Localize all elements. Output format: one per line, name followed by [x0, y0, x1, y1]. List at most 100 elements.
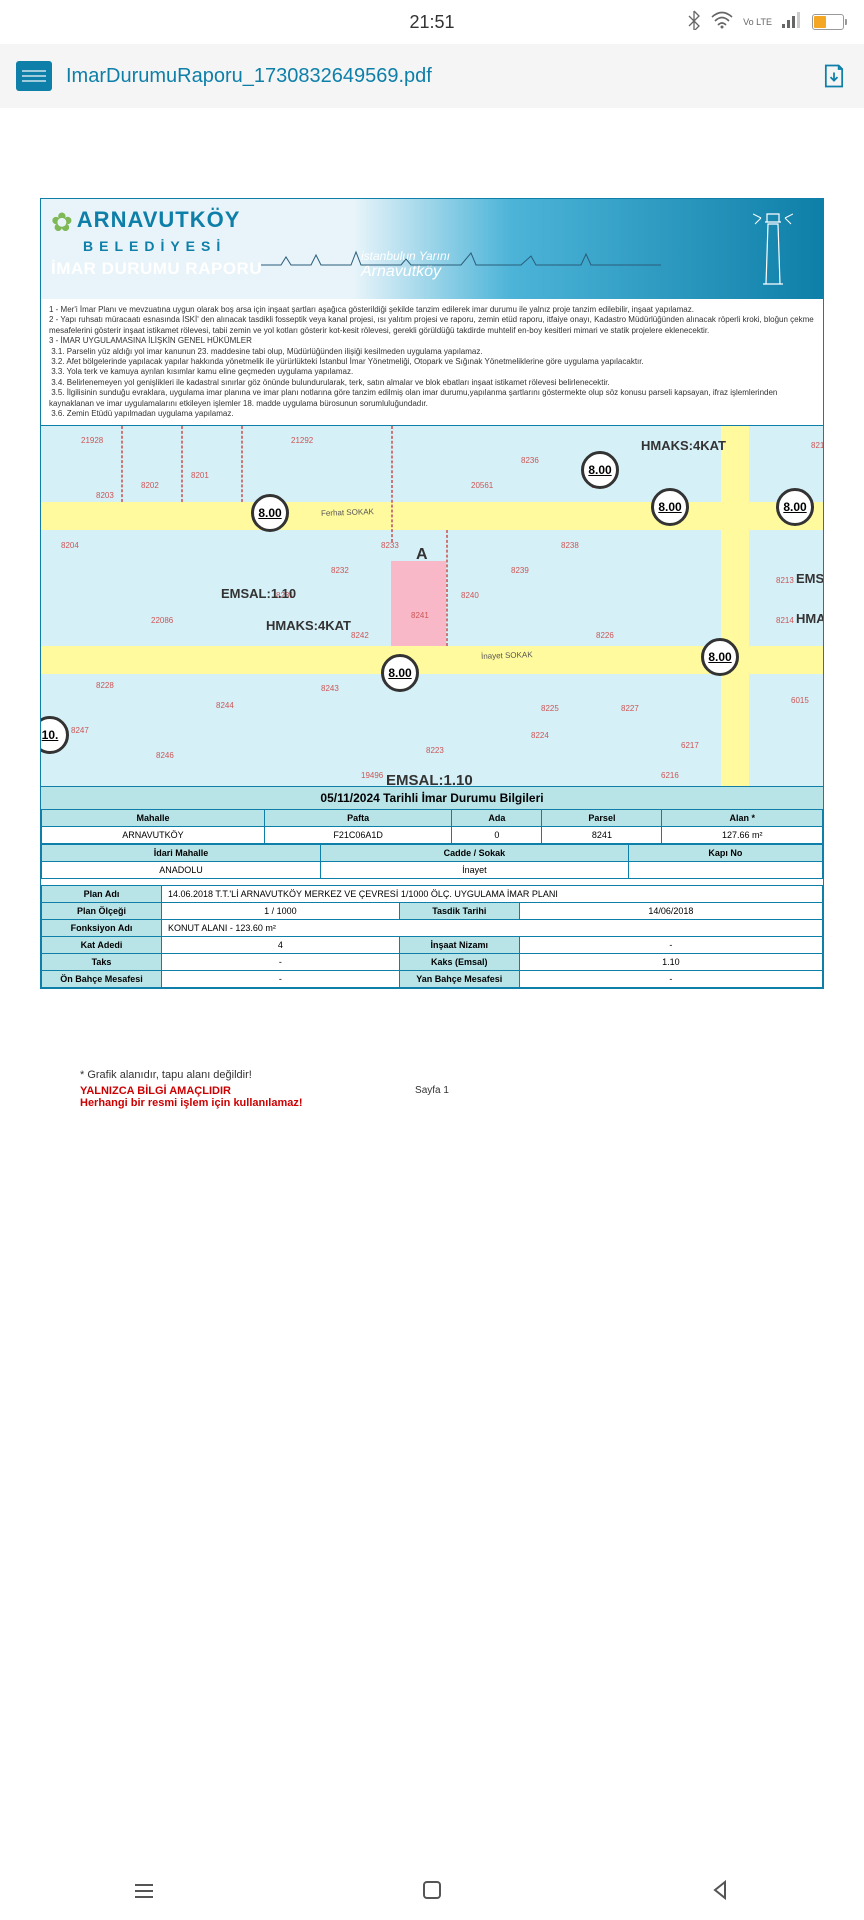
signal-icon — [782, 12, 802, 33]
parcel-label: 8223 — [426, 746, 444, 755]
td: - — [162, 971, 400, 988]
parcel-label: 8214 — [776, 616, 794, 625]
logo-sub: BELEDİYESİ — [83, 238, 240, 254]
road-vertical — [721, 426, 749, 786]
info-table-2: İdari Mahalle Cadde / Sokak Kapı No ANAD… — [41, 844, 823, 879]
map-label: EMSA — [796, 571, 823, 586]
parcel-label: 8210 — [811, 441, 823, 450]
td: KONUT ALANI - 123.60 m² — [162, 920, 823, 937]
parcel-label: 19496 — [361, 771, 383, 780]
map-block — [749, 530, 823, 646]
parcel-label: 8204 — [61, 541, 79, 550]
th: Ada — [452, 810, 542, 827]
th: Cadde / Sokak — [320, 845, 628, 862]
td-label: Taks — [42, 954, 162, 971]
td: 4 — [162, 937, 400, 954]
report-title: İMAR DURUMU RAPORU — [51, 259, 262, 279]
td: İnayet — [320, 862, 628, 879]
parcel-line — [121, 426, 123, 502]
td-label: Yan Bahçe Mesafesi — [399, 971, 519, 988]
th: Alan * — [662, 810, 823, 827]
back-button[interactable] — [705, 1875, 735, 1905]
map-label: HMAKS:4KAT — [641, 438, 726, 453]
parcel-line — [181, 426, 183, 502]
file-header: ImarDurumuRaporu_1730832649569.pdf — [0, 44, 864, 108]
file-title: ImarDurumuRaporu_1730832649569.pdf — [66, 63, 806, 89]
footer: * Grafik alanıdır, tapu alanı değildir! … — [40, 1069, 824, 1096]
map-block — [749, 674, 823, 786]
parcel-label: 8244 — [216, 701, 234, 710]
map-block — [41, 674, 721, 786]
document-area: ✿ARNAVUTKÖY BELEDİYESİ İMAR DURUMU RAPOR… — [0, 108, 864, 1096]
parcel-label: 8228 — [96, 681, 114, 690]
parcel-label: 8213 — [776, 576, 794, 585]
skyline-graphic — [261, 247, 661, 267]
td: - — [519, 971, 822, 988]
parcel-label: 21292 — [291, 436, 313, 445]
td-label: İnşaat Nizamı — [399, 937, 519, 954]
municipality-logo: ✿ARNAVUTKÖY BELEDİYESİ — [51, 207, 240, 254]
footer-note: * Grafik alanıdır, tapu alanı değildir! — [80, 1069, 784, 1081]
parcel-line — [446, 530, 448, 646]
parcel-label: 8238 — [561, 541, 579, 550]
road-horizontal — [41, 502, 823, 530]
parcel-label: 8240 — [461, 591, 479, 600]
parcel-label: 8201 — [191, 471, 209, 480]
parcel-line — [391, 426, 393, 542]
parcel-label: 8247 — [71, 726, 89, 735]
parcel-label: 21928 — [81, 436, 103, 445]
android-nav-bar — [0, 1860, 864, 1920]
parcel-label: 6216 — [661, 771, 679, 780]
parcel-label: 8242 — [351, 631, 369, 640]
map-label: EMSAL:1.10 — [221, 586, 296, 601]
td: ANADOLU — [42, 862, 321, 879]
th: Kapı No — [628, 845, 822, 862]
document-page: ✿ARNAVUTKÖY BELEDİYESİ İMAR DURUMU RAPOR… — [40, 198, 824, 989]
td — [628, 862, 822, 879]
td: - — [162, 954, 400, 971]
status-right: Vo LTE — [569, 10, 844, 35]
parcel-label: 8239 — [511, 566, 529, 575]
home-button[interactable] — [417, 1875, 447, 1905]
td-label: Kaks (Emsal) — [399, 954, 519, 971]
th: Parsel — [542, 810, 662, 827]
td: ARNAVUTKÖY — [42, 827, 265, 844]
battery-icon — [812, 14, 844, 30]
info-table-3: Plan Adı14.06.2018 T.T.'Lİ ARNAVUTKÖY ME… — [41, 885, 823, 988]
map-label: EMSAL:1.10 — [386, 772, 473, 786]
highlighted-parcel — [391, 561, 446, 646]
lte-icon: Vo LTE — [743, 18, 772, 27]
parcel-label: 8225 — [541, 704, 559, 713]
lighthouse-graphic — [753, 204, 793, 294]
td-label: Kat Adedi — [42, 937, 162, 954]
parcel-label: 8246 — [156, 751, 174, 760]
th: İdari Mahalle — [42, 845, 321, 862]
parcel-label: 8241 — [411, 611, 429, 620]
parcel-label: 8233 — [381, 541, 399, 550]
table-title: 05/11/2024 Tarihli İmar Durumu Bilgileri — [41, 786, 823, 809]
download-icon[interactable] — [820, 62, 848, 90]
td: - — [519, 937, 822, 954]
parcel-label: 8227 — [621, 704, 639, 713]
status-time: 21:51 — [295, 12, 570, 33]
bluetooth-icon — [687, 10, 701, 35]
parcel-label: 6217 — [681, 741, 699, 750]
status-bar: 21:51 Vo LTE — [0, 0, 864, 44]
td: 1.10 — [519, 954, 822, 971]
wifi-icon — [711, 11, 733, 34]
td: F21C06A1D — [264, 827, 452, 844]
th: Pafta — [264, 810, 452, 827]
td: 14.06.2018 T.T.'Lİ ARNAVUTKÖY MERKEZ VE … — [162, 886, 823, 903]
recent-apps-button[interactable] — [129, 1875, 159, 1905]
logo-main: ARNAVUTKÖY — [77, 207, 241, 232]
parcel-label: 6015 — [791, 696, 809, 705]
cadastral-map: emlakjet.com 21928 21292 8236 8210 8201 … — [41, 426, 823, 786]
map-label: A — [416, 546, 428, 564]
report-banner: ✿ARNAVUTKÖY BELEDİYESİ İMAR DURUMU RAPOR… — [41, 199, 823, 299]
td-label: Plan Adı — [42, 886, 162, 903]
parcel-label: 20561 — [471, 481, 493, 490]
logo-mark-icon: ✿ — [51, 207, 73, 238]
parcel-label: 8224 — [531, 731, 549, 740]
parcel-line — [241, 426, 243, 502]
parcel-label: 8202 — [141, 481, 159, 490]
